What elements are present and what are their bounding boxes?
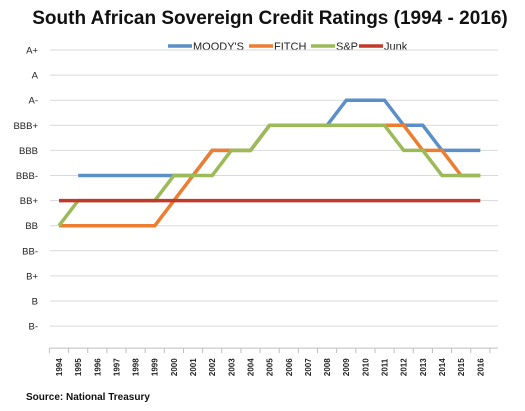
y-tick-label: BBB- xyxy=(16,171,38,182)
x-tick-label: 1999 xyxy=(151,358,160,376)
x-tick-label: 2006 xyxy=(285,358,294,376)
x-tick-label: 2016 xyxy=(476,358,485,376)
series-line-moody-s xyxy=(78,98,481,178)
y-tick-label: BBB xyxy=(19,146,38,157)
x-tick-label: 1995 xyxy=(74,358,83,376)
series-lines xyxy=(57,98,481,228)
x-tick-label: 2013 xyxy=(419,358,428,376)
x-tick-label: 2014 xyxy=(438,358,447,376)
y-tick-label: A xyxy=(32,71,39,82)
y-tick-label: A- xyxy=(29,96,39,107)
chart-title: South African Sovereign Credit Ratings (… xyxy=(32,8,507,29)
x-tick-label: 2012 xyxy=(400,358,409,376)
legend-label-junk: Junk xyxy=(384,41,408,53)
x-tick-label: 2008 xyxy=(323,358,332,376)
legend: MOODY'S FITCH S&P Junk xyxy=(168,41,408,53)
x-tick-label: 2011 xyxy=(381,358,390,376)
legend-label-s-p: S&P xyxy=(336,41,358,53)
x-tick-label: 1998 xyxy=(132,358,141,376)
x-tick-label: 1994 xyxy=(55,358,64,376)
y-tick-label: BB xyxy=(25,221,38,232)
y-tick-label: B xyxy=(32,297,38,308)
x-tick-label: 2009 xyxy=(342,358,351,376)
x-tick-label: 2000 xyxy=(170,358,179,376)
x-tick-label: 1997 xyxy=(112,358,121,376)
y-tick-label: B- xyxy=(29,322,39,333)
x-tick-label: 2007 xyxy=(304,358,313,376)
x-tick-label: 1996 xyxy=(93,358,102,376)
legend-label-moody-s: MOODY'S xyxy=(193,41,244,53)
y-tick-label: BB+ xyxy=(20,196,39,207)
x-tick-label: 2003 xyxy=(227,358,236,376)
x-tick-label: 2001 xyxy=(189,358,198,376)
x-tick-label: 2005 xyxy=(266,358,275,376)
x-axis: 1994 1995 1996 1997 1998 1999 2000 2001 2002 2003… xyxy=(48,348,491,376)
x-tick-label: 2015 xyxy=(457,358,466,376)
y-tick-label: B+ xyxy=(26,271,38,282)
x-tick-label: 2002 xyxy=(208,358,217,376)
x-tick-label: 2010 xyxy=(361,358,370,376)
y-tick-label: BB- xyxy=(22,246,38,257)
source-note: Source: National Treasury xyxy=(26,392,150,403)
x-tick-label: 2004 xyxy=(247,358,256,376)
legend-label-fitch: FITCH xyxy=(274,41,306,53)
y-tick-label: BBB+ xyxy=(13,121,38,132)
y-tick-label: A+ xyxy=(26,46,38,57)
